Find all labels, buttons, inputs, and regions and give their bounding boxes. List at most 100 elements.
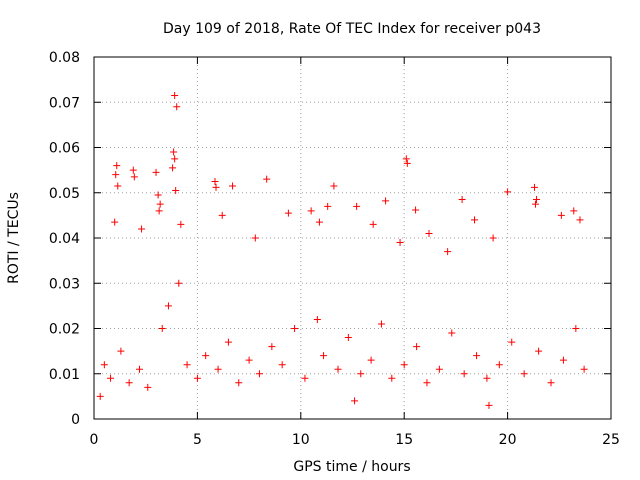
data-point (114, 182, 122, 190)
x-tick-label: 20 (499, 432, 517, 448)
data-point (96, 392, 104, 400)
y-tick-label: 0 (71, 412, 80, 428)
data-point (425, 229, 433, 237)
data-points (96, 91, 588, 409)
data-point (557, 211, 565, 219)
data-point (291, 325, 299, 332)
data-point (177, 220, 185, 228)
data-point (251, 234, 259, 242)
data-point (113, 162, 121, 170)
y-tick-label: 0.04 (49, 231, 80, 247)
data-point (533, 196, 541, 204)
data-point (324, 202, 332, 210)
data-point (112, 171, 120, 179)
x-tick-label: 5 (193, 432, 202, 448)
data-point (172, 186, 180, 194)
data-point (278, 361, 286, 369)
data-point (169, 164, 177, 172)
data-point (403, 159, 411, 167)
data-point (171, 155, 179, 163)
data-point (117, 347, 125, 355)
data-point (559, 356, 567, 364)
data-point (154, 191, 162, 199)
data-point (315, 218, 323, 226)
x-tick-label: 25 (602, 432, 620, 448)
data-point (193, 374, 201, 382)
data-point (402, 155, 410, 163)
data-point (369, 220, 377, 228)
y-tick-label: 0.05 (49, 186, 80, 202)
data-point (175, 279, 183, 287)
data-point (576, 216, 584, 224)
data-point (508, 338, 516, 346)
data-point (125, 379, 133, 387)
data-point (377, 320, 385, 328)
data-point (224, 338, 232, 346)
data-point (580, 365, 588, 373)
data-point (435, 365, 443, 373)
data-point (448, 329, 456, 337)
x-tick-label: 15 (395, 432, 413, 448)
data-point (164, 302, 172, 310)
data-point (107, 374, 115, 382)
data-point (284, 209, 292, 217)
x-tick-label: 0 (90, 432, 99, 448)
data-point (344, 334, 352, 342)
data-point (214, 365, 222, 373)
data-point (218, 211, 226, 219)
data-point (483, 374, 491, 382)
data-point (212, 183, 220, 191)
data-point (423, 379, 431, 387)
data-point (129, 166, 137, 174)
data-point (320, 352, 328, 360)
data-point (460, 370, 468, 378)
data-point (156, 200, 164, 208)
grid-lines (94, 57, 611, 419)
x-axis-label: GPS time / hours (293, 459, 410, 475)
tick-labels: 0 5 10 15 20 25 0 0.01 0.02 0.03 0.04 0.05 0.06 0.07 0… (49, 50, 620, 448)
data-point (547, 379, 555, 387)
data-point (211, 177, 219, 185)
data-point (313, 315, 321, 323)
data-point (173, 103, 181, 111)
data-point (307, 207, 315, 215)
data-point (388, 374, 396, 382)
y-tick-label: 0.02 (49, 322, 80, 338)
y-tick-label: 0.06 (49, 141, 80, 157)
data-point (135, 365, 143, 373)
data-point (152, 168, 160, 176)
data-point (357, 370, 365, 378)
data-point (263, 175, 271, 183)
y-tick-label: 0.03 (49, 276, 80, 292)
data-point (353, 202, 361, 210)
data-point (158, 325, 166, 332)
data-point (504, 188, 512, 196)
data-point (382, 197, 390, 205)
data-point (351, 397, 359, 405)
data-point (396, 239, 404, 247)
data-point (111, 218, 119, 226)
y-tick-label: 0.01 (49, 367, 80, 383)
data-point (334, 365, 342, 373)
data-point (530, 183, 538, 191)
chart-title: Day 109 of 2018, Rate Of TEC Index for r… (163, 21, 541, 37)
data-point (202, 352, 210, 360)
data-point (183, 361, 191, 369)
data-point (155, 207, 163, 215)
data-point (471, 216, 479, 224)
data-point (413, 343, 421, 351)
data-point (255, 370, 263, 378)
data-point (301, 374, 309, 382)
y-tick-label: 0.07 (49, 95, 80, 111)
data-point (144, 383, 152, 391)
y-axis-label: ROTI / TECUs (6, 192, 22, 284)
data-point (412, 206, 420, 214)
data-point (367, 356, 375, 364)
data-point (268, 343, 276, 351)
data-point (138, 225, 146, 233)
data-point (245, 356, 253, 364)
axis-ticks (93, 56, 612, 420)
data-point (100, 361, 108, 369)
data-point (170, 148, 178, 156)
data-point (171, 91, 179, 99)
